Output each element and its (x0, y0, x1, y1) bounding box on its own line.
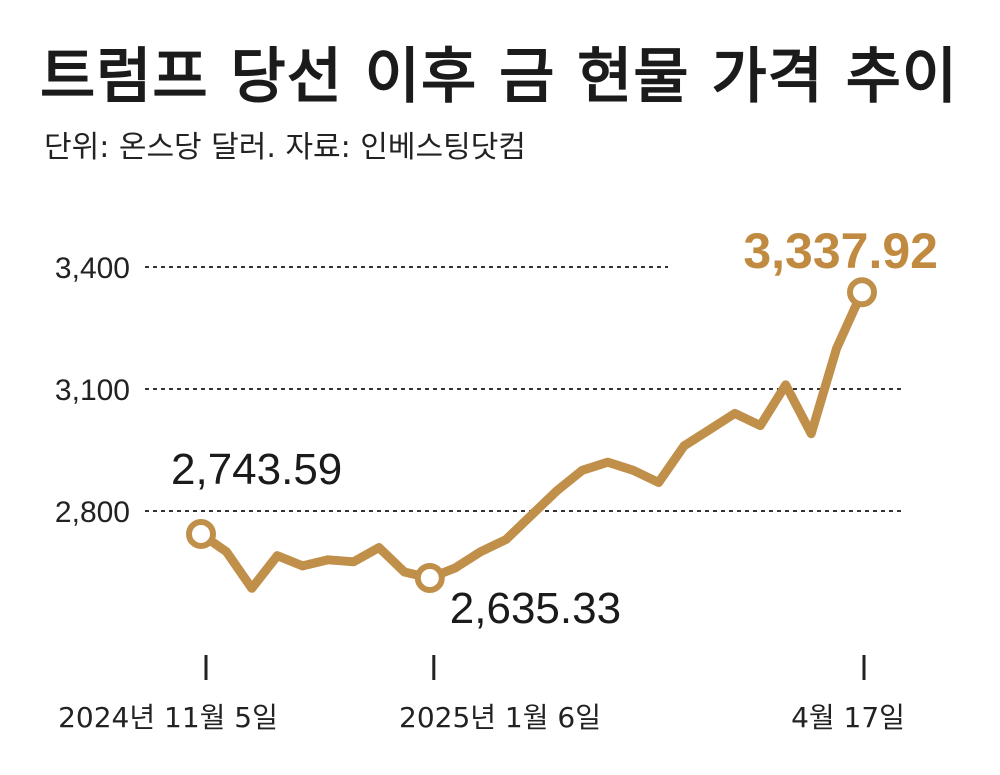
y-tick-label-0: 2,800 (55, 496, 130, 529)
highlight-point-1 (414, 562, 445, 593)
highlight-points (186, 277, 877, 593)
x-tick-label-2: 4월 17일 (791, 701, 905, 734)
annotation-label-1: 2,635.33 (450, 584, 621, 633)
y-tick-label-1: 3,100 (55, 374, 130, 407)
chart-subtitle: 단위: 온스당 달러. 자료: 인베스팅닷컴 (44, 130, 526, 165)
series-line (196, 287, 867, 593)
series-line-layer (196, 287, 867, 593)
annotation-label-0: 2,743.59 (171, 445, 342, 494)
highlight-point-2 (847, 277, 877, 308)
chart-title: 트럼프 당선 이후 금 현물 가격 추이 (40, 42, 959, 112)
annotation-label-2: 3,337.92 (743, 223, 938, 279)
y-axis-ticks: 2,800 3,100 3,400 (55, 252, 130, 529)
x-tick-label-1: 2025년 1월 6일 (399, 701, 601, 734)
highlight-point-0 (186, 518, 216, 549)
x-tick-label-0: 2024년 11월 5일 (58, 701, 278, 734)
y-tick-label-2: 3,400 (55, 252, 130, 285)
x-axis-ticks: 2024년 11월 5일 2025년 1월 6일 4월 17일 (58, 655, 905, 734)
annotations: 2,743.59 2,635.33 3,337.92 (171, 223, 938, 633)
